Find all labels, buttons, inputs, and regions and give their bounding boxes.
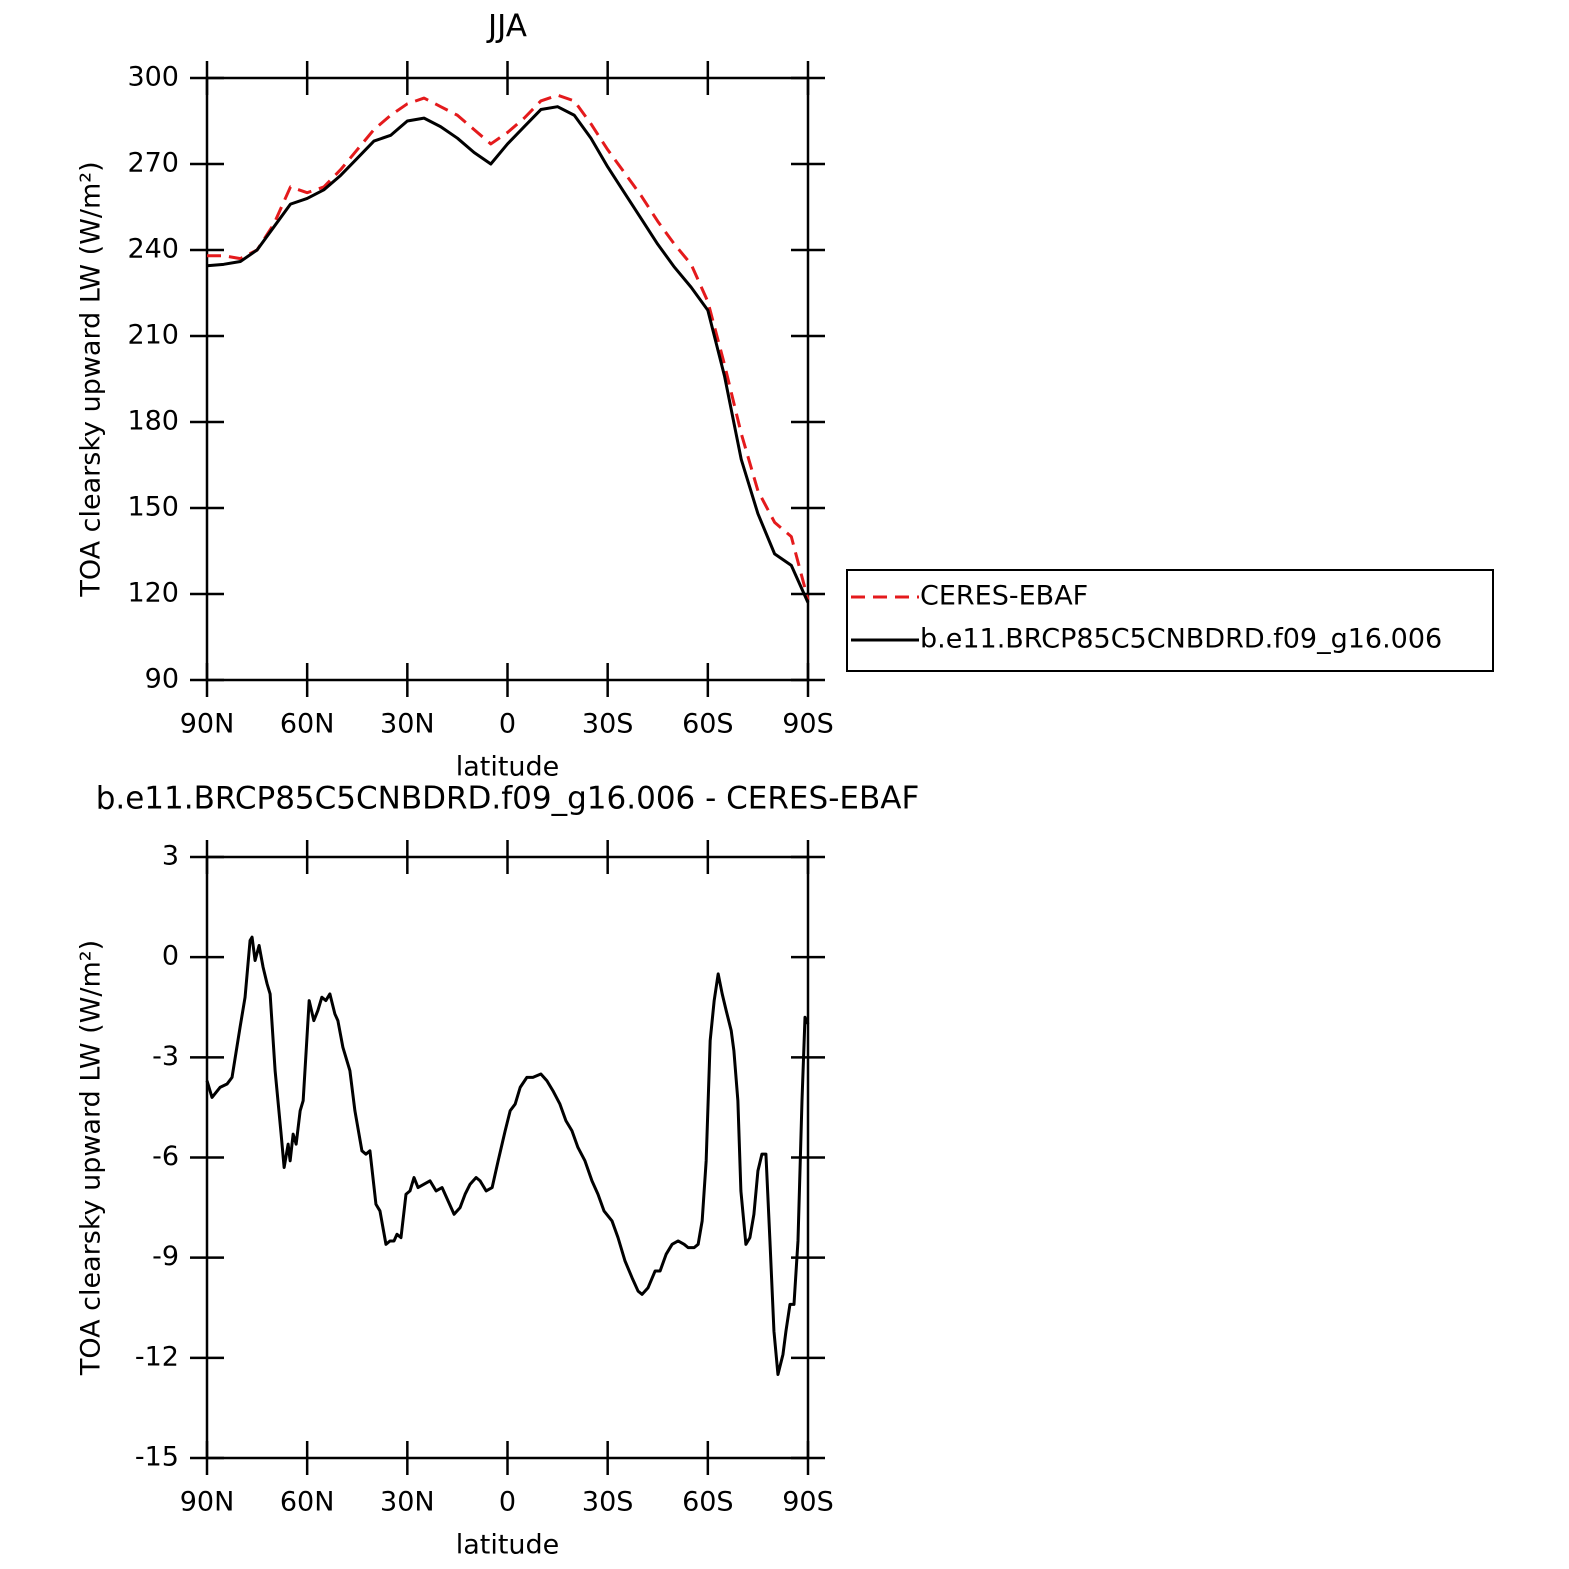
x-tick-label: 60S (682, 1487, 734, 1518)
legend-box (846, 569, 1494, 672)
x-tick-label: 60N (280, 1487, 335, 1518)
y-tick-label: 3 (162, 841, 179, 872)
x-tick-label: 90N (180, 709, 235, 740)
chart-title: JJA (486, 9, 527, 45)
y-tick-label: -15 (135, 1442, 179, 1473)
data-line (207, 93, 810, 601)
y-tick-label: 90 (145, 664, 179, 695)
y-tick-label: 270 (127, 148, 179, 179)
x-tick-label: 0 (499, 1487, 516, 1518)
y-tick-label: -9 (152, 1241, 179, 1272)
x-tick-label: 90S (782, 1487, 834, 1518)
legend-label: b.e11.BRCP85C5CNBDRD.f09_g16.006 (920, 624, 1442, 655)
x-tick-label: 90N (180, 1487, 235, 1518)
x-tick-label: 30S (582, 1487, 634, 1518)
plot-frame (205, 76, 810, 682)
x-tick-label: 30S (582, 709, 634, 740)
y-tick-label: -6 (152, 1141, 179, 1172)
x-tick-label: 30N (380, 709, 435, 740)
y-axis-label: TOA clearsky upward LW (W/m²) (76, 161, 107, 597)
x-tick-label: 90S (782, 709, 834, 740)
data-line (205, 935, 810, 1377)
x-tick-label: 0 (499, 709, 516, 740)
legend-label: CERES-EBAF (920, 581, 1088, 612)
y-tick-label: 210 (127, 320, 179, 351)
y-tick-label: 0 (162, 941, 179, 972)
x-tick-label: 30N (380, 1487, 435, 1518)
x-axis-label: latitude (456, 752, 560, 783)
y-tick-label: 150 (127, 492, 179, 523)
y-tick-label: -12 (135, 1341, 179, 1372)
y-axis-label: TOA clearsky upward LW (W/m²) (76, 940, 107, 1376)
x-tick-label: 60N (280, 709, 335, 740)
y-tick-label: -3 (152, 1041, 179, 1072)
y-tick-label: 240 (127, 234, 179, 265)
plot-frame (205, 855, 810, 1460)
chart-title: b.e11.BRCP85C5CNBDRD.f09_g16.006 - CERES… (96, 781, 920, 817)
y-tick-label: 180 (127, 406, 179, 437)
data-line (206, 105, 810, 604)
x-axis-label: latitude (456, 1530, 560, 1561)
x-tick-label: 60S (682, 709, 734, 740)
y-tick-label: 300 (127, 62, 179, 93)
y-tick-label: 120 (127, 578, 179, 609)
